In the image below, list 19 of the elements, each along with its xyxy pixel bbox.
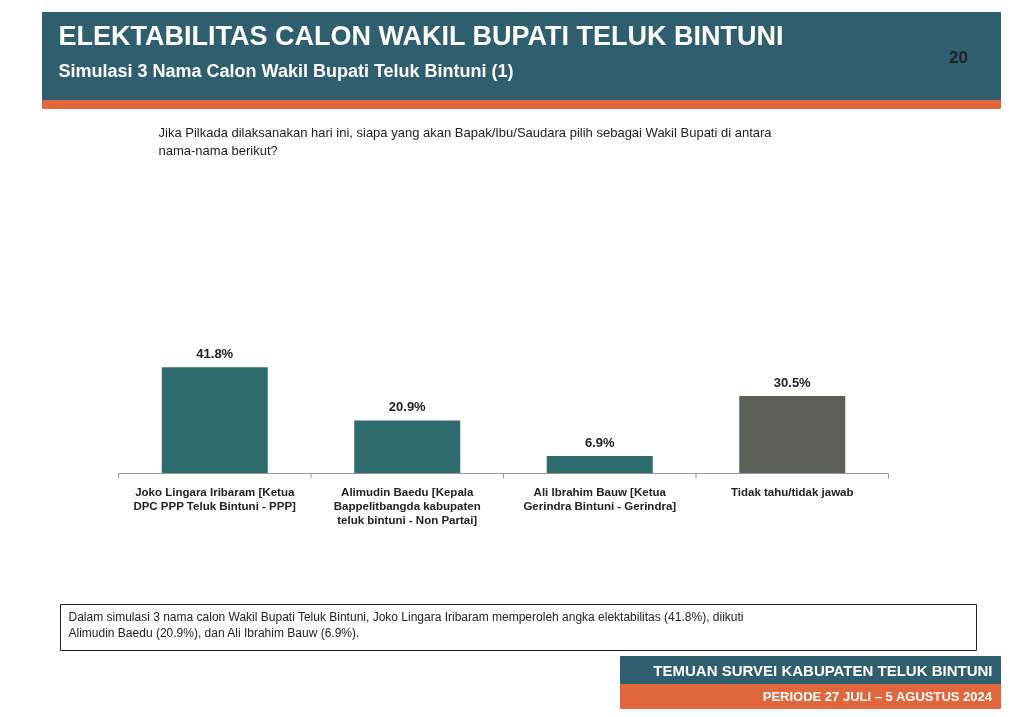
- x-tick-label: Joko Lingara Iribaram [Ketua DPC PPP Teluk Bintuni - PPP]: [133, 485, 297, 512]
- chart-subtitle: Simulasi 3 Nama Calon Wakil Bupati Teluk Bintuni (1): [58, 60, 514, 81]
- text: TEMUAN SURVEI KABUPATEN TELUK BINTUNI: [653, 662, 993, 679]
- text: PERIODE 27 JULI – 5 AGUSTUS 2024: [762, 689, 993, 704]
- chart-title: ELEKTABILITAS CALON WAKIL BUPATI TELUK BINTUNI: [58, 20, 784, 51]
- bar: [546, 455, 653, 474]
- bar: [739, 396, 846, 474]
- data-label: 20.9%: [388, 399, 427, 415]
- data-label: 41.8%: [196, 346, 234, 362]
- text: 20: [949, 47, 968, 67]
- x-tick-label: Alimudin Baedu [Kepala Bappelitbangda kabupaten teluk bintuni - Non Partai]: [333, 485, 481, 527]
- text: Jika Pilkada dilaksanakan hari ini, siapa yang akan Bapak/Ibu/Saudara pilih sebagai Wakil Bupati di antara nama-nama berikut?: [158, 124, 773, 158]
- bar: [354, 420, 461, 474]
- text: Dalam simulasi 3 nama calon Wakil Bupati Teluk Bintuni, Joko Lingara Iribaram memperoleh angka elektabilitas (41.8%), diikuti Alimudin Baedu (20.9%), dan Ali Ibrahim Bauw (6.9%).: [68, 609, 744, 641]
- bar: [161, 367, 268, 474]
- x-tick-label: Tidak tahu/tidak jawab: [731, 485, 854, 498]
- x-tick-label: Ali Ibrahim Bauw [Ketua Gerindra Bintuni - Gerindra]: [523, 485, 677, 512]
- data-label: 30.5%: [773, 375, 812, 391]
- data-label: 6.9%: [584, 434, 616, 450]
